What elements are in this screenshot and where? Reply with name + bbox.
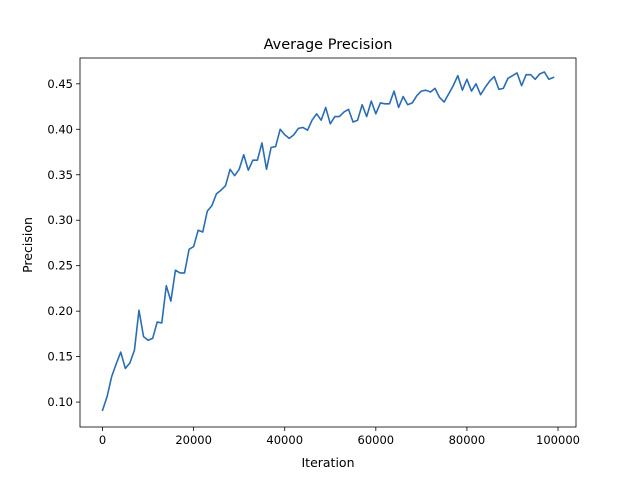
y-tick-label: 0.40 xyxy=(47,122,73,136)
y-tick-label: 0.45 xyxy=(47,77,73,91)
y-tick-label: 0.30 xyxy=(47,213,73,227)
axes-frame xyxy=(79,57,577,428)
chart-title: Average Precision xyxy=(264,37,393,53)
y-tick-label: 0.15 xyxy=(47,350,73,364)
y-tick-label: 0.25 xyxy=(47,259,73,273)
x-tick-label: 60000 xyxy=(358,433,395,447)
y-tick-label: 0.35 xyxy=(47,168,73,182)
x-tick-label: 100000 xyxy=(536,433,580,447)
plot-area xyxy=(101,71,555,412)
x-tick-label: 20000 xyxy=(175,433,212,447)
y-axis-label: Precision xyxy=(20,217,35,273)
y-tick-label: 0.10 xyxy=(47,395,73,409)
x-axis-ticks: 0 20000 40000 60000 80000 100000 xyxy=(99,427,580,447)
y-tick-label: 0.20 xyxy=(47,304,73,318)
x-axis-label: Iteration xyxy=(301,455,354,470)
x-tick-label: 40000 xyxy=(266,433,303,447)
x-tick-label: 80000 xyxy=(449,433,486,447)
y-axis-ticks: 0.10 0.15 0.20 0.25 0.30 0.35 0.40 0.45 xyxy=(47,77,80,409)
series-line-precision xyxy=(101,71,555,412)
x-tick-label: 0 xyxy=(99,433,106,447)
